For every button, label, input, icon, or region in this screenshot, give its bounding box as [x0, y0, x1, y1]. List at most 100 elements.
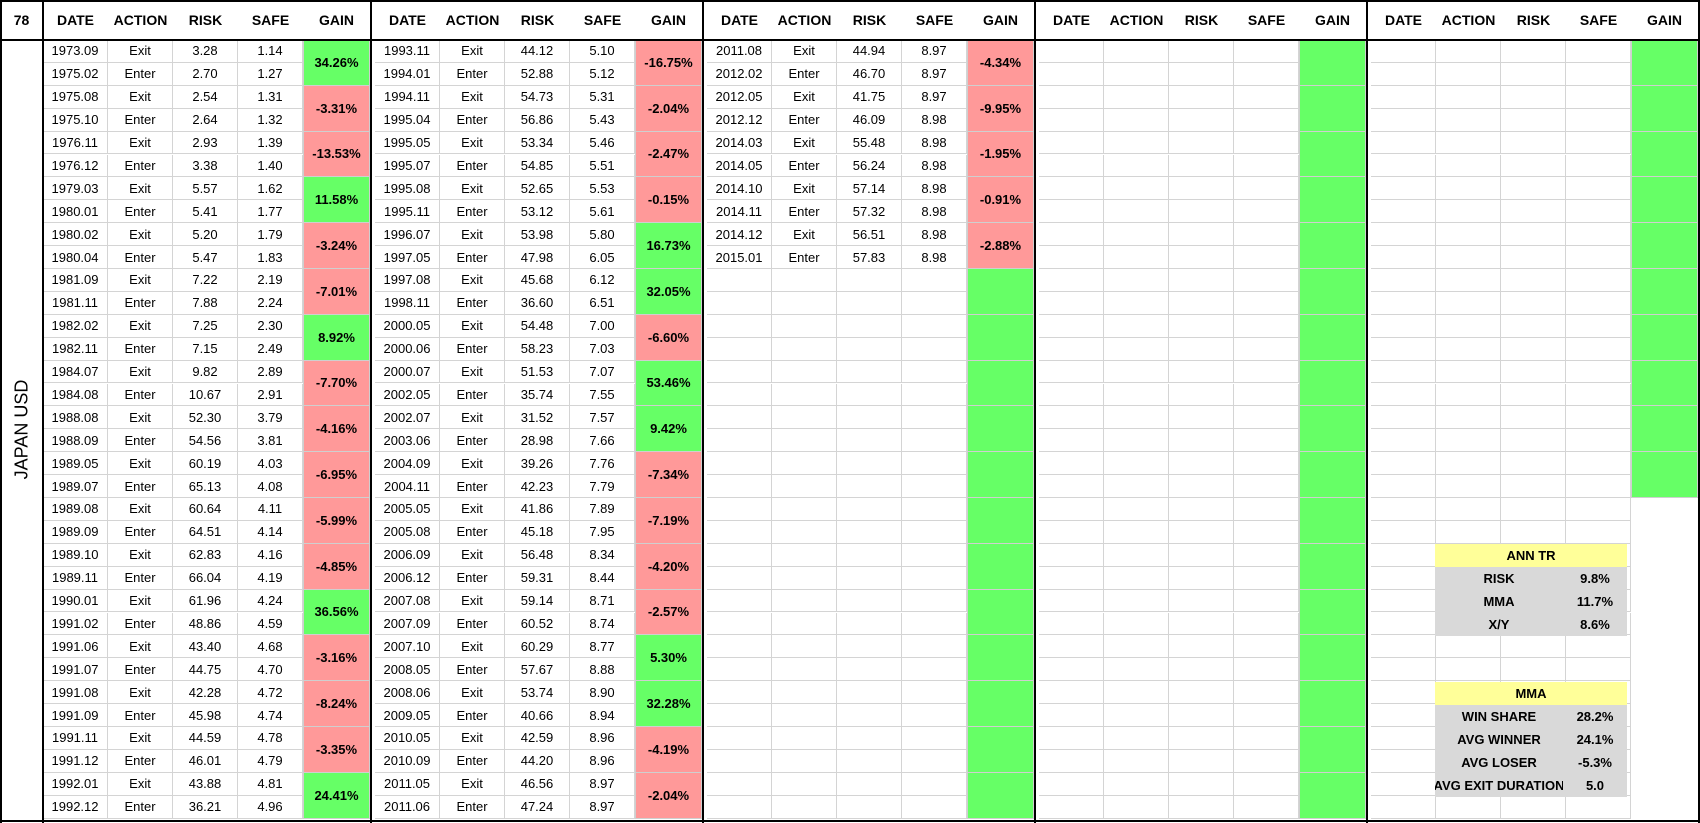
cell-action: Enter [108, 704, 173, 727]
cell-date: 2002.07 [375, 406, 440, 430]
cell-safe: 4.70 [238, 658, 303, 682]
empty-cell [707, 383, 772, 407]
header-gain: GAIN [319, 12, 354, 28]
empty-cell [1039, 154, 1104, 178]
empty-cell [1501, 62, 1566, 86]
cell-date: 1998.11 [375, 291, 440, 315]
empty-cell [1234, 452, 1299, 476]
empty-cell [1039, 269, 1104, 292]
empty-cell [1039, 246, 1104, 269]
empty-cell [1436, 498, 1501, 521]
gain-cell-win [967, 772, 1034, 819]
empty-cell [1566, 62, 1631, 86]
cell-action: Exit [440, 177, 505, 201]
cell-risk: 65.13 [173, 475, 238, 498]
cell-safe: 5.61 [570, 200, 635, 224]
empty-cell [1371, 429, 1436, 453]
empty-cell [902, 291, 967, 315]
cell-action: Exit [440, 223, 505, 247]
cell-action: Exit [440, 681, 505, 705]
empty-cell [837, 612, 902, 636]
empty-cell [707, 612, 772, 636]
ann-tr-label: RISK [1435, 567, 1563, 590]
gain-cell-loss: -4.19% [635, 727, 702, 773]
empty-cell [902, 520, 967, 544]
cell-action: Exit [108, 40, 173, 63]
cell-safe: 4.72 [238, 681, 303, 705]
cell-date: 1975.10 [43, 108, 108, 132]
cell-action: Exit [108, 406, 173, 430]
empty-cell [1169, 131, 1234, 155]
gain-cell-win [967, 360, 1034, 407]
empty-cell [1371, 200, 1436, 224]
gain-cell-loss: -6.95% [303, 452, 370, 498]
ann-tr-label: MMA [1435, 590, 1563, 613]
empty-cell [1566, 85, 1631, 109]
cell-risk: 7.15 [173, 337, 238, 361]
cell-safe: 1.27 [238, 62, 303, 86]
empty-cell [772, 406, 837, 430]
cell-risk: 52.30 [173, 406, 238, 430]
empty-cell [1436, 314, 1501, 338]
cell-safe: 8.98 [902, 108, 967, 132]
cell-action: Exit [108, 772, 173, 796]
empty-cell [1234, 727, 1299, 750]
empty-cell [837, 543, 902, 567]
cell-safe: 2.30 [238, 314, 303, 338]
cell-action: Exit [108, 223, 173, 247]
cell-date: 2008.05 [375, 658, 440, 682]
empty-cell [837, 314, 902, 338]
empty-cell [1501, 795, 1566, 819]
gain-cell-win [1299, 727, 1366, 773]
cell-date: 1991.06 [43, 635, 108, 659]
cell-action: Enter [440, 520, 505, 544]
gain-cell-loss: -2.04% [635, 772, 702, 819]
cell-date: 1996.07 [375, 223, 440, 247]
empty-cell [1501, 269, 1566, 292]
empty-cell [1169, 795, 1234, 819]
cell-safe: 7.89 [570, 498, 635, 521]
empty-cell [707, 406, 772, 430]
empty-cell [1039, 360, 1104, 384]
header-action: ACTION [113, 12, 168, 28]
empty-cell [1104, 108, 1169, 132]
mma-value: 5.0 [1563, 774, 1627, 797]
cell-risk: 41.75 [837, 85, 902, 109]
gain-cell-win [1299, 40, 1366, 86]
empty-cell [1566, 383, 1631, 407]
cell-date: 1981.09 [43, 269, 108, 292]
empty-cell [1169, 566, 1234, 590]
cell-safe: 2.89 [238, 360, 303, 384]
empty-cell [772, 704, 837, 727]
cell-safe: 5.43 [570, 108, 635, 132]
empty-cell [1104, 291, 1169, 315]
empty-cell [1169, 291, 1234, 315]
empty-cell [1234, 200, 1299, 224]
cell-risk: 45.98 [173, 704, 238, 727]
cell-date: 2011.06 [375, 795, 440, 819]
empty-cell [837, 360, 902, 384]
empty-cell [1169, 452, 1234, 476]
empty-cell [707, 658, 772, 682]
empty-cell [1039, 543, 1104, 567]
cell-action: Exit [108, 85, 173, 109]
empty-cell [837, 429, 902, 453]
cell-safe: 5.51 [570, 154, 635, 178]
empty-cell [1104, 498, 1169, 521]
empty-cell [707, 337, 772, 361]
gain-cell-loss: -4.85% [303, 543, 370, 590]
cell-action: Exit [772, 223, 837, 247]
empty-cell [1234, 223, 1299, 247]
border-line-vertical [0, 0, 2, 823]
empty-cell [1039, 131, 1104, 155]
gain-cell-win [1299, 543, 1366, 590]
empty-cell [837, 269, 902, 292]
cell-risk: 59.14 [505, 589, 570, 613]
cell-date: 1994.01 [375, 62, 440, 86]
mma-value: 28.2% [1563, 705, 1627, 728]
cell-risk: 52.65 [505, 177, 570, 201]
empty-cell [902, 337, 967, 361]
cell-risk: 44.12 [505, 40, 570, 63]
cell-safe: 4.96 [238, 795, 303, 819]
cell-date: 1991.12 [43, 749, 108, 773]
